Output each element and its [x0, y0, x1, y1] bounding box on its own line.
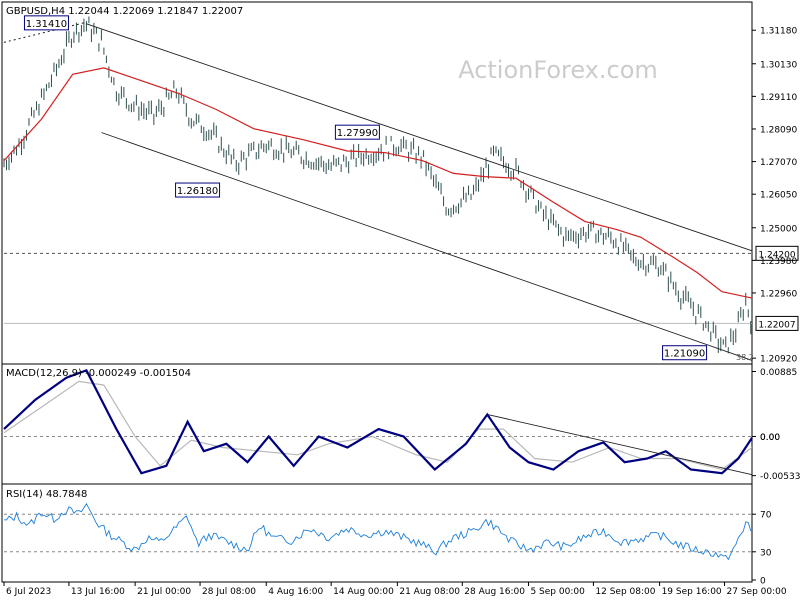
time-tick-label: 4 Aug 16:00	[268, 587, 323, 597]
channel-lower-line	[101, 132, 753, 361]
macd-tick-label: 0.00	[760, 433, 780, 443]
price-title: GBPUSD,H4 1.22044 1.22069 1.21847 1.2200…	[6, 6, 243, 17]
price-tick-label: 1.26050	[760, 191, 797, 201]
time-tick-label: 21 Aug 08:00	[399, 587, 460, 597]
rsi-tick-label: 70	[760, 511, 772, 521]
time-tick-label: 19 Sep 16:00	[662, 587, 722, 597]
price-label-box	[23, 15, 69, 31]
macd-tick-label: -0.005334	[760, 472, 800, 482]
price-label: 1.21090	[664, 349, 705, 360]
price-label: 1.31410	[26, 19, 67, 30]
price-tick-label: 1.31180	[760, 27, 797, 37]
rsi-title: RSI(14) 48.7848	[6, 489, 87, 500]
axis-price-badge-label: 1.24200	[758, 250, 795, 260]
time-tick-label: 5 Sep 00:00	[530, 587, 585, 597]
macd-signal-line	[3, 380, 753, 471]
time-tick-label: 14 Aug 00:00	[333, 587, 394, 597]
dotted-trend-line	[3, 22, 85, 43]
axis-price-badge	[755, 315, 799, 331]
price-label: 1.27990	[337, 128, 378, 139]
rsi-line	[3, 502, 752, 561]
macd-tick-label: 0.00	[760, 433, 780, 443]
price-label-box	[662, 345, 708, 361]
time-tick-label: 21 Jul 00:00	[137, 587, 191, 597]
price-tick-label: 1.23980	[760, 257, 797, 267]
time-tick-label: 6 Jul 2023	[6, 587, 51, 597]
price-label-box	[334, 124, 380, 140]
price-tick-label: 1.22960	[760, 289, 797, 299]
price-tick-label: 1.28090	[760, 125, 797, 135]
channel-upper-line	[86, 23, 753, 252]
time-tick-label: 28 Aug 16:00	[464, 587, 525, 597]
price-label: 1.26180	[177, 186, 218, 197]
moving-average-line	[3, 67, 753, 299]
rsi-tick-label: 30	[760, 548, 772, 558]
price-label-box	[175, 182, 221, 198]
rsi-tick-label: 0	[760, 577, 766, 587]
price-bars	[3, 16, 752, 354]
macd-line	[3, 369, 753, 475]
time-tick-label: 28 Jul 08:00	[202, 587, 256, 597]
macd-title: MACD(12,26,9) -0.000249 -0.001504	[6, 368, 191, 379]
time-tick-label: 13 Jul 16:00	[71, 587, 125, 597]
time-tick-label: 12 Sep 08:00	[595, 587, 655, 597]
time-tick-label: 27 Sep 00:00	[727, 587, 787, 597]
watermark: ActionForex.com	[458, 56, 658, 84]
fib-level-label: 38.2	[736, 353, 754, 362]
axis-price-badge	[755, 245, 799, 261]
price-tick-label: 1.29110	[760, 93, 797, 103]
macd-trendline	[487, 414, 753, 476]
price-tick-label: 1.30130	[760, 60, 797, 70]
axis-price-badge-label: 1.22007	[758, 320, 795, 330]
price-tick-label: 1.25000	[760, 224, 797, 234]
price-tick-label: 1.27070	[760, 158, 797, 168]
price-tick-label: 1.20920	[760, 355, 797, 365]
macd-tick-label: 0.00885	[760, 368, 797, 378]
